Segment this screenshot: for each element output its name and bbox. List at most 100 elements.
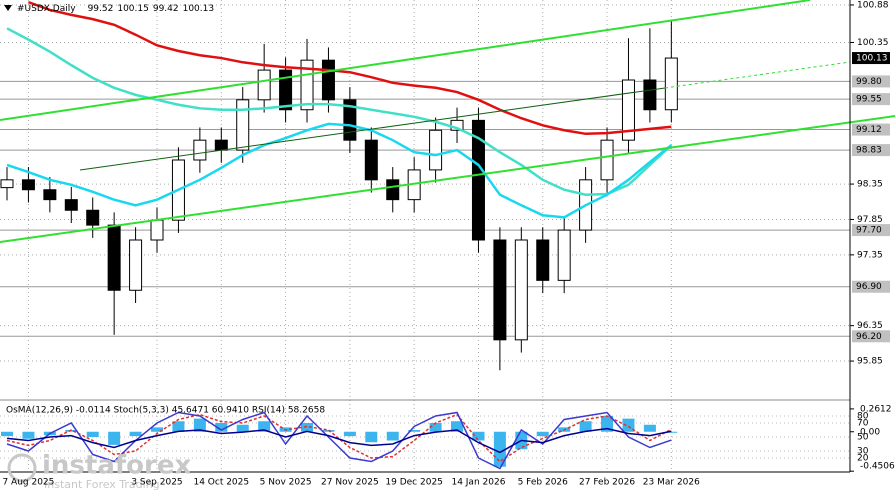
osma-bar (65, 430, 78, 432)
level-label: 99.80 (856, 77, 882, 87)
candle-body (493, 239, 507, 341)
level-box (852, 93, 890, 106)
x-tick-label: 5 Feb 2026 (518, 478, 569, 488)
osma-bar (1, 431, 13, 437)
osma-bar (429, 423, 442, 432)
x-tick-label: 19 Dec 2025 (385, 478, 443, 488)
x-tick-label: 7 Aug 2025 (2, 478, 54, 488)
oscillator-line (6, 413, 672, 463)
osma-bar (301, 423, 314, 432)
level-box (852, 330, 890, 343)
level-box (852, 144, 890, 157)
candle-body (214, 139, 228, 151)
osma-bar (365, 431, 378, 443)
logo-tagline: Instant Forex Trading (44, 478, 160, 491)
y-tick-label: 100.35 (857, 38, 889, 48)
candle-body (64, 199, 78, 211)
symbol: #USDX,Daily (17, 4, 76, 14)
candle-body (129, 239, 143, 291)
price-label: 100.13 (856, 54, 888, 64)
trendline (664, 61, 851, 89)
candle-body (300, 59, 314, 111)
osma-bar (236, 424, 249, 432)
moving-average (28, 0, 672, 136)
candle-body (321, 59, 335, 101)
osma-bar (601, 416, 614, 432)
level-label: 99.12 (856, 125, 882, 135)
ohlc-value: 100.13 (183, 4, 215, 14)
candle-body (364, 139, 378, 181)
candle-body (21, 179, 35, 191)
candle-body (386, 179, 400, 201)
osma-bar (665, 431, 678, 433)
y2-tick-label: -0.4506 (860, 462, 895, 472)
menu-icon[interactable] (4, 5, 12, 11)
y-tick-label: 100.88 (857, 0, 889, 10)
x-tick-label: 27 Nov 2025 (321, 478, 379, 488)
candle-body (279, 69, 293, 111)
candle-body (0, 179, 14, 189)
moving-average (6, 27, 673, 196)
candle-body (664, 57, 678, 111)
osma-bar (343, 431, 356, 437)
y-tick-label: 95.85 (857, 357, 883, 367)
osma-bar (472, 431, 485, 441)
y-tick-label: 70 (857, 419, 869, 429)
moving-average (6, 122, 673, 219)
candle-body (600, 139, 614, 181)
osma-bar (536, 431, 549, 437)
osma-bar (172, 421, 185, 432)
candle-body (621, 79, 635, 141)
trendline (0, 0, 811, 121)
candle-body (257, 69, 271, 101)
osma-bar (108, 431, 121, 445)
osma-bar (579, 421, 592, 432)
osma-bar (215, 423, 228, 432)
level-label: 99.55 (856, 95, 882, 105)
y-tick-label: 20 (857, 454, 869, 464)
oscillator-line (6, 411, 672, 470)
candle-body (643, 79, 657, 111)
x-tick-label: 14 Oct 2025 (193, 478, 249, 488)
y-tick-label: 80 (857, 412, 869, 422)
candle-body (107, 224, 121, 291)
candle-body (429, 129, 443, 171)
level-box (852, 280, 890, 293)
osma-bar (386, 431, 399, 441)
candle-body (536, 239, 550, 281)
price-box (852, 52, 890, 65)
level-box (852, 123, 890, 136)
osma-bar (22, 431, 35, 439)
candle-body (236, 99, 250, 151)
y-tick-label: 97.85 (857, 215, 883, 225)
chart-header: #USDX,Daily 99.52 100.15 99.42 100.13 (17, 4, 214, 14)
logo-icon (7, 453, 37, 483)
trendlines (0, 0, 895, 243)
osma-bar (451, 421, 464, 432)
osma-bar (493, 431, 506, 467)
x-tick-label: 3 Sep 2025 (131, 478, 182, 488)
trendline (0, 115, 895, 243)
level-label: 98.83 (856, 146, 882, 156)
y-tick-label: 96.35 (857, 321, 883, 331)
oscillator-line (6, 427, 672, 454)
ohlc-value: 99.52 (88, 4, 114, 14)
candle-body (514, 239, 528, 341)
candle-body (150, 219, 164, 241)
candle-body (86, 209, 100, 226)
ohlc-value: 99.42 (153, 4, 179, 14)
x-tick-label: 14 Jan 2026 (451, 478, 505, 488)
level-box (852, 75, 890, 88)
candle-body (471, 119, 485, 241)
y-tick-label: 30 (857, 447, 869, 457)
level-label: 97.70 (856, 226, 882, 236)
osma-bar (643, 424, 656, 432)
candle-body (557, 229, 571, 281)
ohlc-value: 100.15 (117, 4, 149, 14)
x-tick-label: 23 Mar 2026 (643, 478, 700, 488)
y-tick-label: 98.35 (857, 180, 883, 190)
oscillator-title: OsMA(12,26,9) -0.0114 Stoch(5,3,3) 45.64… (6, 406, 325, 416)
x-tick-label: 27 Feb 2026 (579, 478, 635, 488)
